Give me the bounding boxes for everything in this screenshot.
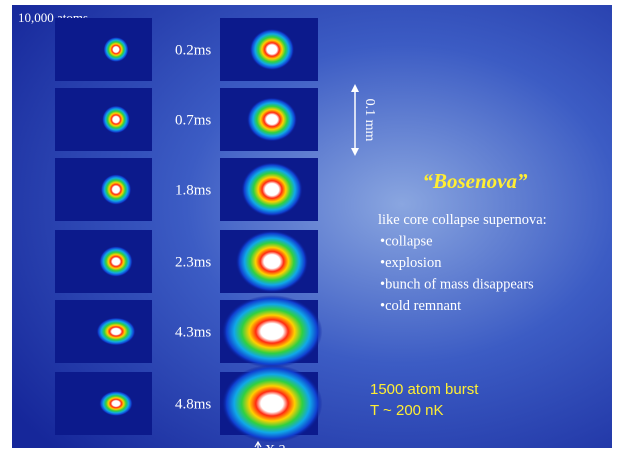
time-label: 4.8ms [175, 397, 211, 413]
time-label: 0.7ms [175, 113, 211, 129]
description-line: •collapse [380, 234, 433, 250]
description-line: •explosion [380, 255, 442, 271]
magnification: X 3 [265, 443, 286, 457]
atom-cloud [101, 174, 132, 205]
atom-cloud [241, 162, 303, 217]
burst-line: T ~ 200 nK [370, 402, 444, 419]
atom-cloud [236, 230, 309, 292]
page: 10,000 atoms 0.2ms0.7ms1.8ms2.3ms4.3ms4.… [0, 0, 619, 457]
time-label: 0.2ms [175, 43, 211, 59]
atom-cloud [247, 97, 297, 141]
atom-cloud [96, 318, 135, 346]
atom-cloud [99, 246, 133, 277]
burst-line: 1500 atom burst [370, 381, 479, 398]
time-label: 1.8ms [175, 183, 211, 199]
description-line: like core collapse supernova: [378, 212, 547, 228]
atom-cloud [103, 37, 128, 62]
time-label: 2.3ms [175, 255, 211, 271]
atom-cloud [99, 391, 133, 416]
atom-cloud [102, 106, 130, 134]
scale-label: 0.1 mm [362, 99, 377, 142]
atom-cloud [222, 295, 323, 368]
description-line: •bunch of mass disappears [380, 277, 534, 293]
title: “Bosenova” [423, 169, 529, 193]
description-line: •cold remnant [380, 298, 461, 314]
atom-cloud [250, 29, 295, 71]
time-label: 4.3ms [175, 325, 211, 341]
atom-cloud [222, 365, 323, 443]
slide: 10,000 atoms 0.2ms0.7ms1.8ms2.3ms4.3ms4.… [0, 0, 619, 457]
